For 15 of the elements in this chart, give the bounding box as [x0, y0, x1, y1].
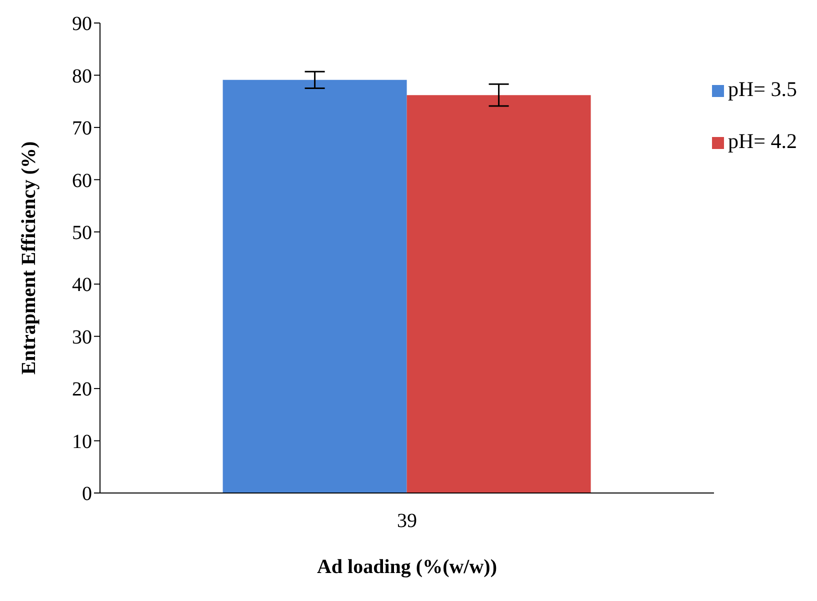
y-tick-label: 10: [72, 430, 92, 453]
x-axis-title: Ad loading (%(w/w)): [316, 556, 497, 578]
legend-label: pH= 3.5: [728, 77, 797, 101]
y-tick-label: 20: [72, 378, 92, 401]
y-tick-label: 30: [72, 326, 92, 348]
y-tick-label: 40: [72, 274, 92, 296]
y-tick-label: 90: [72, 13, 92, 36]
legend-label: pH= 4.2: [728, 129, 797, 153]
y-tick-label: 0: [82, 483, 92, 506]
x-tick-label: 39: [396, 510, 417, 532]
y-tick-label: 80: [72, 65, 92, 88]
y-tick-label: 70: [72, 118, 92, 140]
y-tick-label: 50: [72, 222, 92, 244]
y-tick-label: 60: [72, 170, 92, 192]
y-axis-title: Entrapment Efficiency (%): [18, 141, 40, 375]
